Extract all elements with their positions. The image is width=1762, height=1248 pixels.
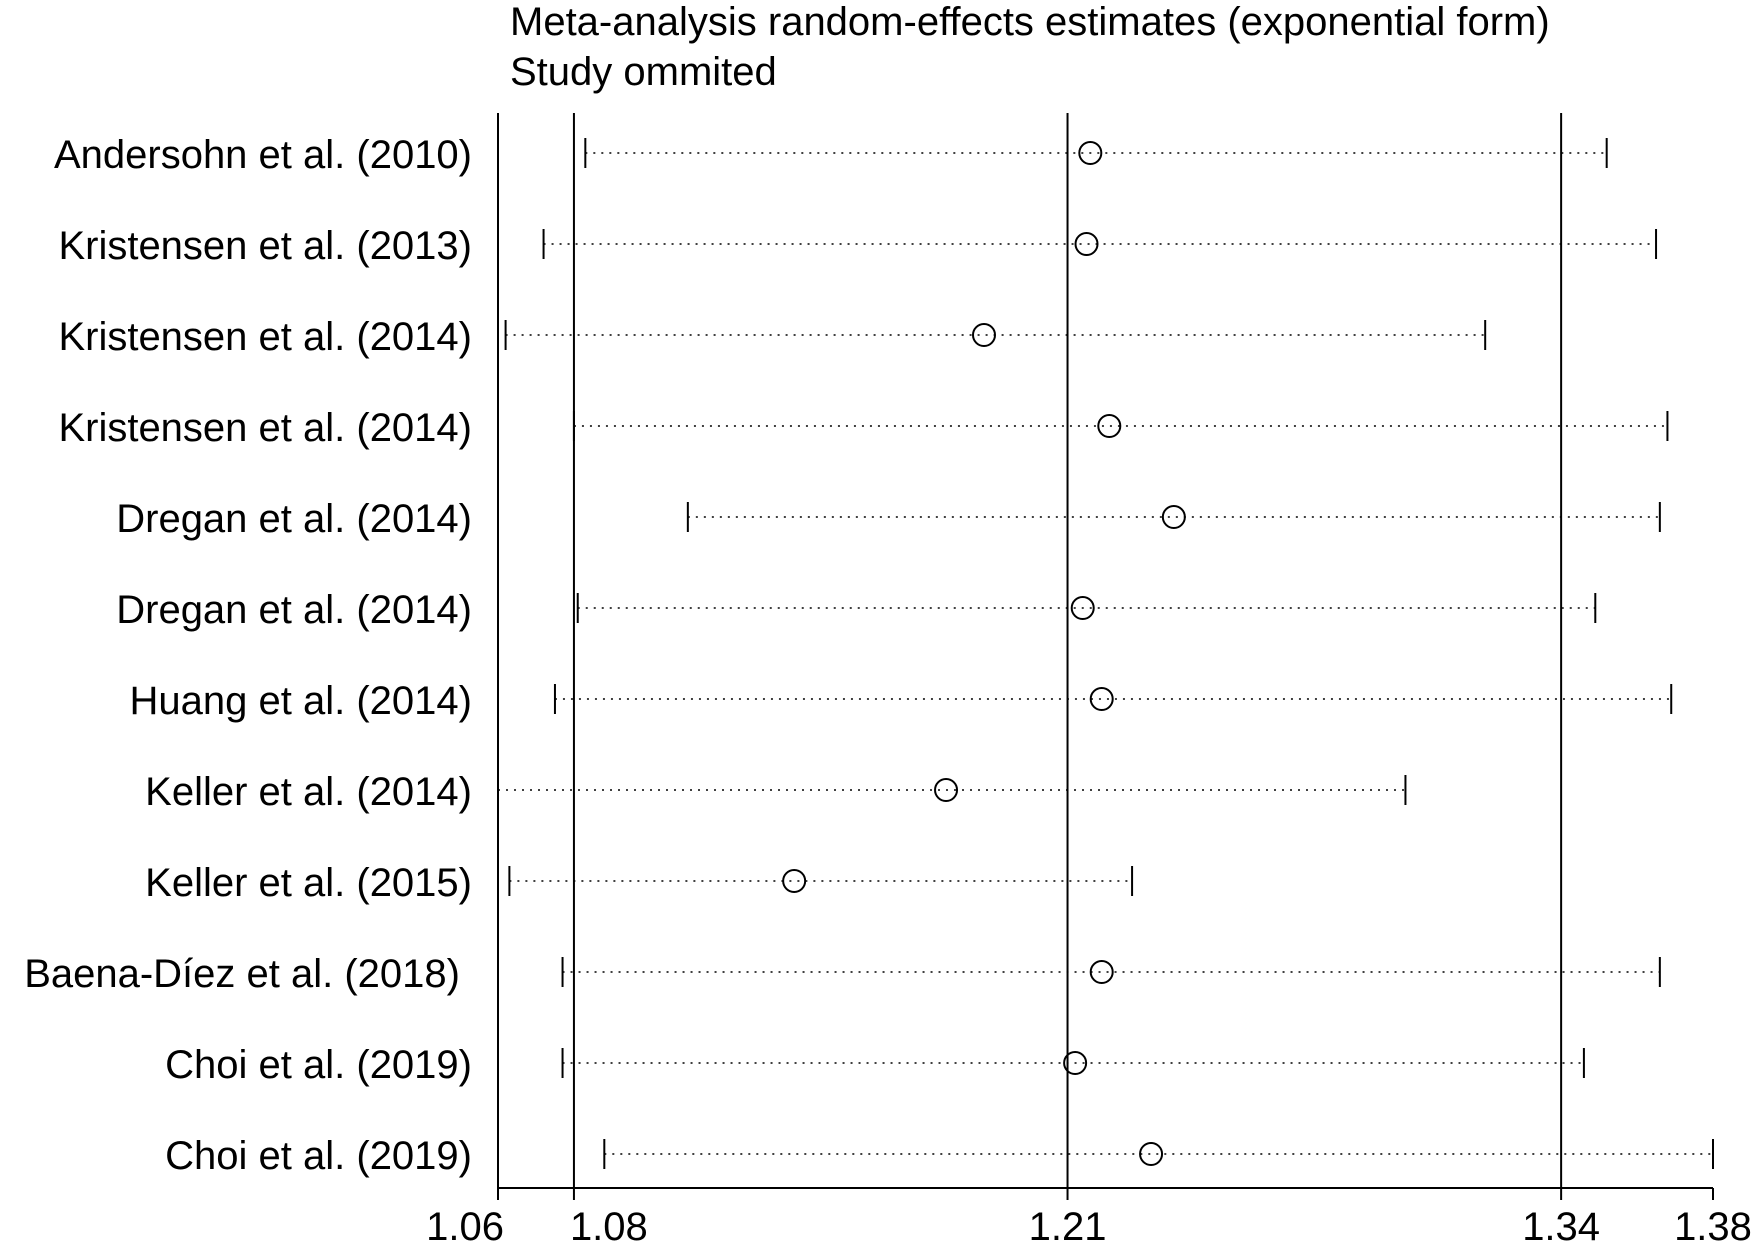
study-label: Andersohn et al. (2010)	[54, 133, 472, 177]
estimate-point	[1063, 1051, 1088, 1075]
study-row: Baena-Díez et al. (2018)	[24, 952, 1661, 996]
study-label: Huang et al. (2014)	[130, 679, 472, 723]
x-tick-label: 1.06	[426, 1205, 504, 1248]
study-row: Kristensen et al. (2014)	[58, 315, 1487, 359]
study-row: Keller et al. (2015)	[145, 861, 1134, 905]
x-tick-label: 1.21	[1029, 1205, 1107, 1248]
study-label: Kristensen et al. (2014)	[58, 406, 472, 450]
estimate-point	[1070, 596, 1095, 620]
study-label: Baena-Díez et al. (2018)	[24, 952, 460, 996]
study-label: Dregan et al. (2014)	[116, 588, 472, 632]
study-label: Kristensen et al. (2013)	[58, 224, 472, 268]
estimate-point	[782, 869, 807, 893]
study-label: Choi et al. (2019)	[165, 1134, 472, 1178]
study-row: Keller et al. (2014)	[145, 770, 1407, 814]
study-label: Keller et al. (2014)	[145, 770, 472, 814]
study-row: Choi et al. (2019)	[165, 1134, 1714, 1178]
study-row: Dregan et al. (2014)	[116, 588, 1597, 632]
study-label: Dregan et al. (2014)	[116, 497, 472, 541]
study-row: Kristensen et al. (2014)	[58, 406, 1669, 450]
estimate-point	[934, 778, 959, 802]
chart-subtitle: Study ommited	[510, 50, 777, 94]
x-tick-label: 1.34	[1522, 1205, 1600, 1248]
estimate-point	[1089, 687, 1114, 711]
estimate-point	[1089, 960, 1114, 984]
study-label: Kristensen et al. (2014)	[58, 315, 472, 359]
estimate-point	[1097, 414, 1122, 438]
study-row: Kristensen et al. (2013)	[58, 224, 1658, 268]
x-tick-label: 1.08	[570, 1205, 648, 1248]
estimate-point	[1074, 232, 1099, 256]
x-tick-label: 1.38	[1674, 1205, 1752, 1248]
study-row: Huang et al. (2014)	[130, 679, 1673, 723]
estimate-point	[1161, 505, 1186, 529]
estimate-point	[972, 323, 996, 347]
estimate-point	[1078, 141, 1103, 165]
study-row: Choi et al. (2019)	[165, 1043, 1585, 1087]
study-label: Choi et al. (2019)	[165, 1043, 472, 1087]
study-row: Dregan et al. (2014)	[116, 497, 1661, 541]
chart-title: Meta-analysis random-effects estimates (…	[510, 0, 1550, 44]
study-row: Andersohn et al. (2010)	[54, 133, 1608, 177]
study-label: Keller et al. (2015)	[145, 861, 472, 905]
estimate-point	[1139, 1142, 1164, 1166]
